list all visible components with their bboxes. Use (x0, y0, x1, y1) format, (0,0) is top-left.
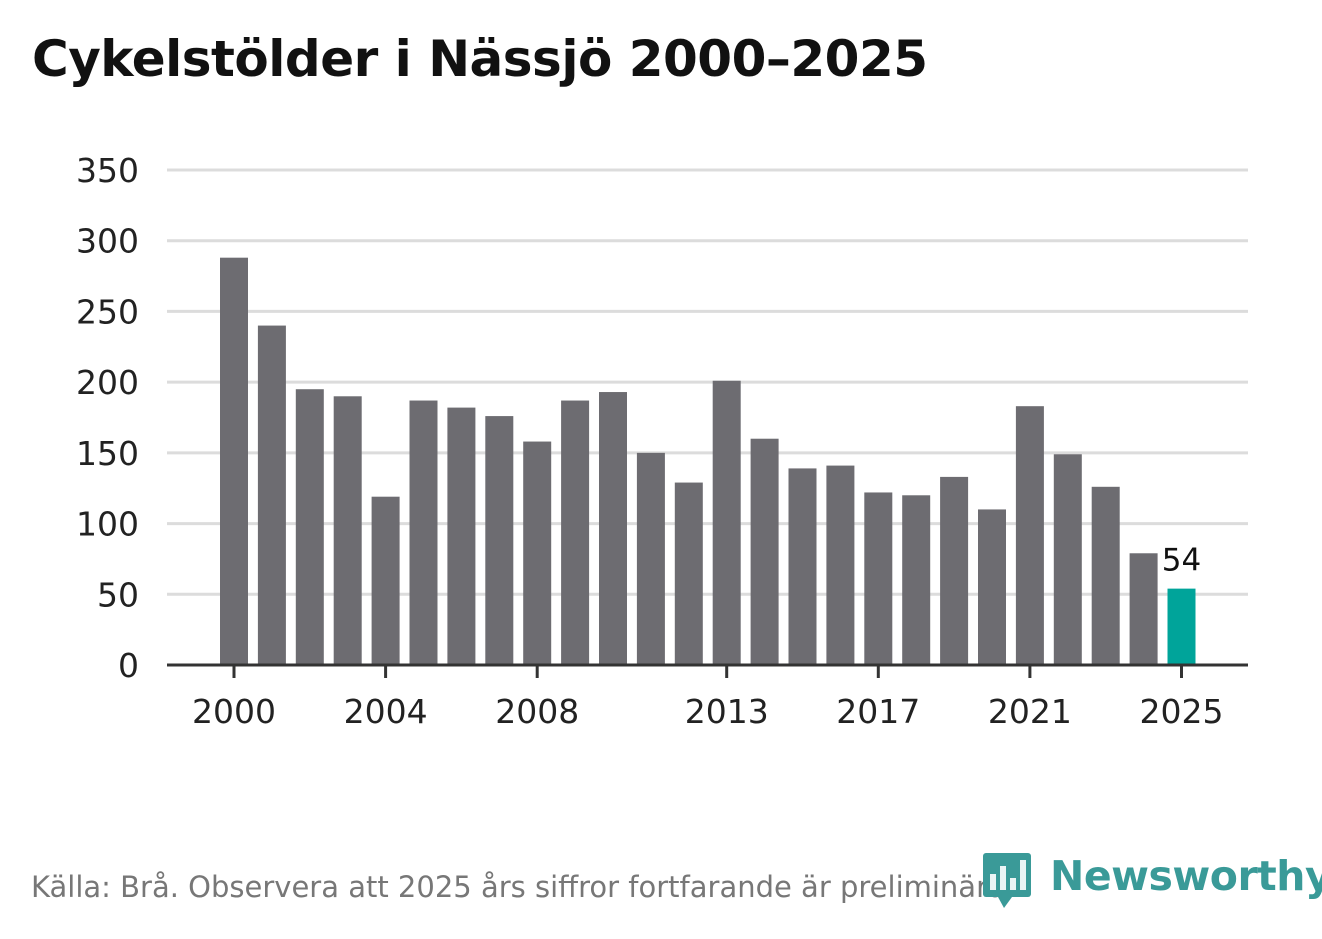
chart-title: Cykelstölder i Nässjö 2000–2025 (32, 30, 928, 88)
bar-chart: 0 50 100 150 200 250 300 350 54 2000 2004 2008 201… (76, 151, 1248, 731)
bar-2007 (485, 416, 514, 665)
bar-2013 (712, 380, 741, 665)
bar-2006 (447, 407, 476, 665)
data-label-2025: 54 (1162, 543, 1201, 579)
bar-2011 (636, 452, 665, 665)
bar-2024 (1129, 553, 1158, 665)
bar-2017 (864, 492, 893, 665)
y-tick-label: 350 (76, 151, 139, 190)
x-axis-ticks: 2000 2004 2008 2013 2017 2021 2025 (192, 665, 1223, 731)
bar-2022 (1053, 454, 1082, 665)
bar-2003 (333, 396, 362, 665)
bar-2005 (409, 400, 438, 665)
newsworthy-logo-icon (983, 853, 1031, 908)
y-tick-label: 100 (76, 505, 139, 544)
y-tick-label: 150 (76, 434, 139, 473)
x-tick-label: 2000 (192, 692, 276, 731)
y-tick-label: 200 (76, 363, 139, 402)
newsworthy-logo: Newsworthy (982, 852, 1322, 910)
y-tick-label: 250 (76, 292, 139, 331)
x-tick-label: 2021 (988, 692, 1072, 731)
bar-2025 (1167, 588, 1196, 665)
y-tick-label: 300 (76, 222, 139, 261)
bar-2019 (940, 476, 969, 665)
x-tick-label: 2008 (495, 692, 579, 731)
y-tick-label: 50 (97, 575, 139, 614)
y-tick-label: 0 (118, 646, 139, 685)
bar-2009 (561, 400, 590, 665)
x-tick-label: 2004 (344, 692, 428, 731)
x-tick-label: 2025 (1140, 692, 1224, 731)
x-tick-label: 2013 (685, 692, 769, 731)
grid-lines (167, 168, 1248, 596)
bar-2023 (1091, 486, 1120, 665)
logo-text: Newsworthy (1050, 852, 1322, 900)
bars (220, 257, 1196, 665)
data-labels: 54 (1162, 543, 1201, 579)
bar-2010 (599, 392, 627, 665)
source-note: Källa: Brå. Observera att 2025 års siffr… (31, 870, 1015, 904)
bar-2016 (826, 465, 855, 665)
bar-2015 (788, 468, 817, 665)
bar-2012 (674, 482, 703, 665)
bar-2020 (978, 509, 1006, 665)
bar-2014 (750, 438, 779, 665)
bar-2001 (257, 325, 286, 665)
bar-2018 (902, 495, 931, 665)
bar-2002 (295, 389, 324, 665)
y-axis-ticks: 0 50 100 150 200 250 300 350 (76, 151, 139, 685)
bar-2000 (220, 257, 248, 665)
x-tick-label: 2017 (836, 692, 920, 731)
bar-2004 (371, 496, 400, 665)
bar-2008 (523, 441, 552, 665)
bar-2021 (1015, 406, 1044, 665)
